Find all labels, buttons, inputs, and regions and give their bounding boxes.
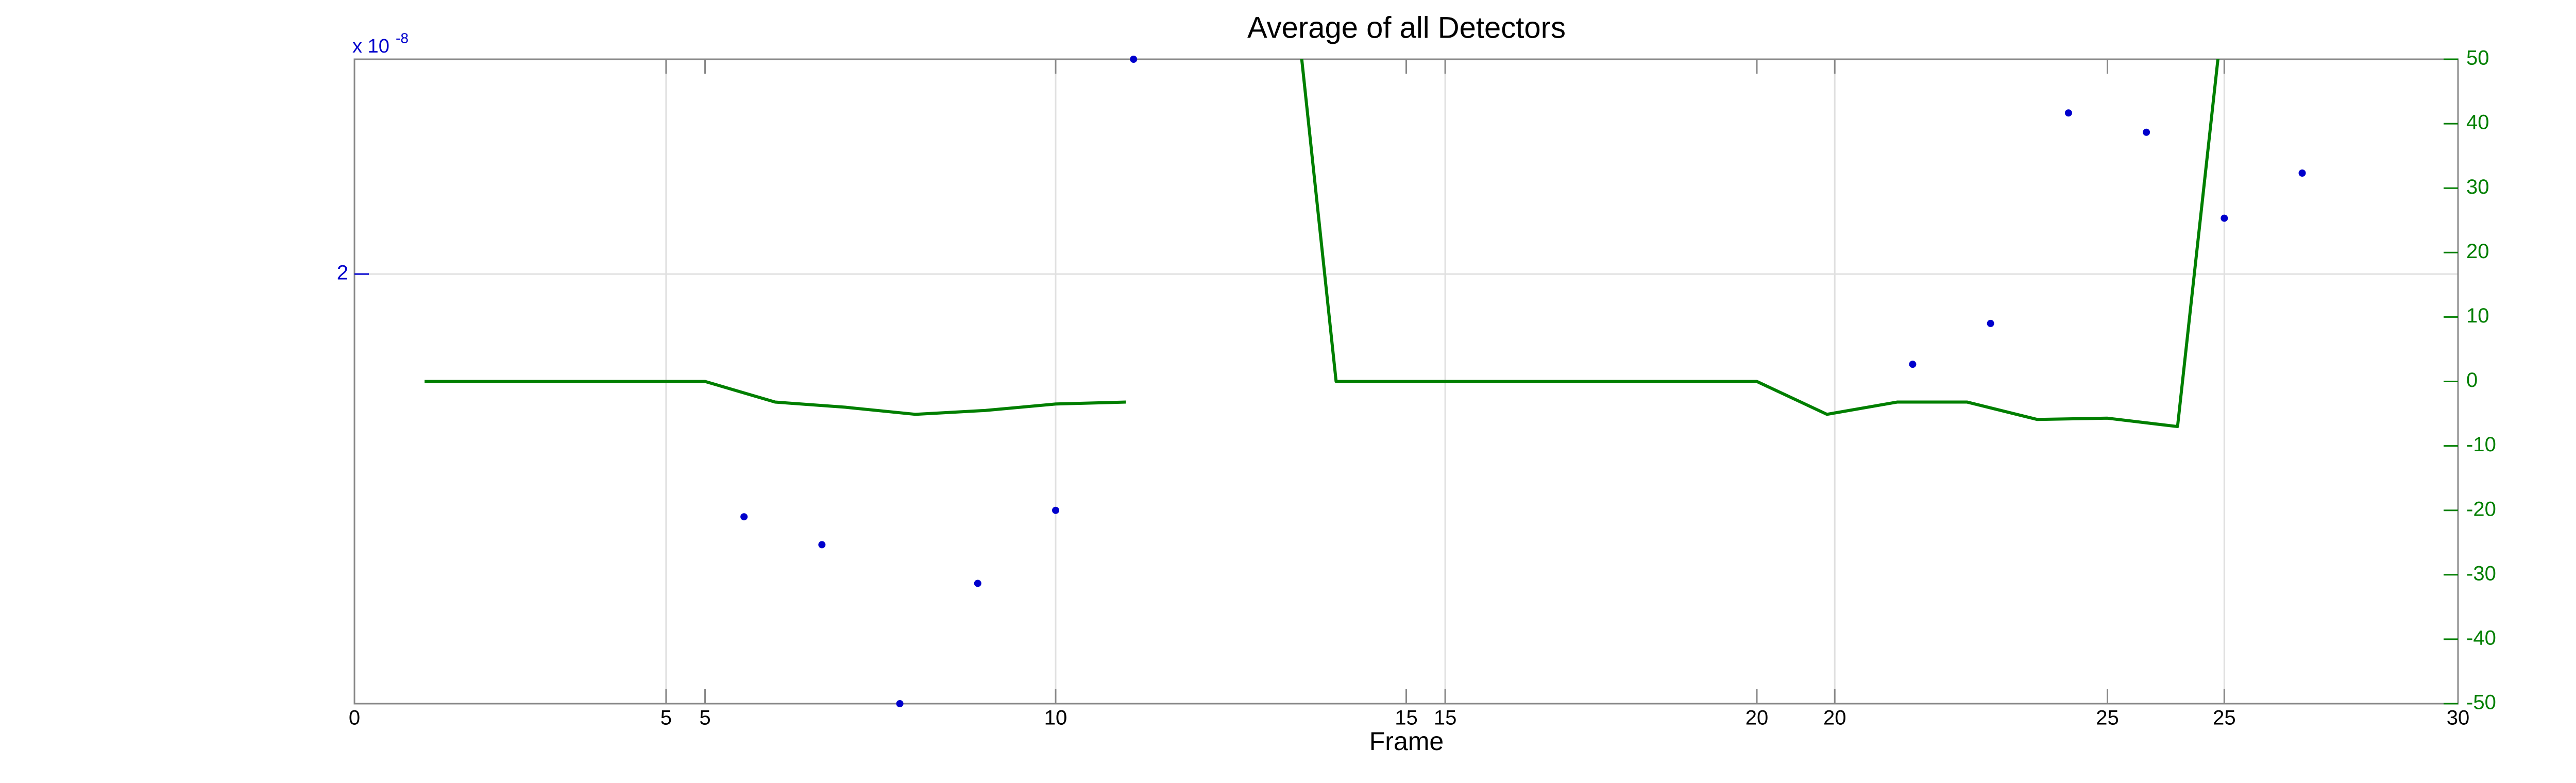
y2-tick-label: 40 — [2466, 111, 2489, 134]
x-tick-label: 5 — [699, 707, 710, 729]
scatter-point — [2298, 169, 2306, 177]
x-tick-label: 25 — [2096, 707, 2119, 729]
y2-tick-label: -30 — [2466, 562, 2496, 585]
y2-tick-label: -50 — [2466, 691, 2496, 714]
scatter-point — [2143, 128, 2150, 136]
scatter-point — [974, 580, 981, 587]
y2-tick-label: 30 — [2466, 176, 2489, 198]
scatter-point — [2064, 109, 2072, 117]
x2-tick-label: 15 — [1434, 707, 1457, 729]
x-tick-label: 15 — [1395, 707, 1418, 729]
scatter-point — [1987, 319, 1994, 327]
y-tick-label: 2 — [337, 262, 348, 284]
y-scale-label: x 10 — [352, 36, 389, 57]
x-tick-label: 10 — [1044, 707, 1067, 729]
plot-layer — [425, 59, 2219, 429]
scatter-point — [2221, 214, 2228, 222]
x-tick-label: 20 — [1745, 707, 1769, 729]
x-axis-label: Frame — [1369, 727, 1444, 756]
x2-tick-label: 20 — [1823, 707, 1846, 729]
y2-tick-label: 0 — [2466, 369, 2478, 392]
x-tick-label: 30 — [2447, 707, 2470, 729]
y2-tick-label: 10 — [2466, 304, 2489, 327]
scatter-point — [896, 700, 904, 707]
scatter-point — [818, 541, 826, 549]
scatter-point — [740, 513, 748, 521]
y2-tick-label: -40 — [2466, 626, 2496, 649]
chart-title: Average of all Detectors — [1247, 11, 1566, 44]
y2-tick-label: 50 — [2466, 47, 2489, 70]
x2-tick-label: 25 — [2213, 707, 2236, 729]
y2-tick-label: 20 — [2466, 240, 2489, 263]
scatter-point — [1052, 506, 1059, 514]
scatter-point — [1909, 361, 1917, 368]
x-tick-label: 0 — [349, 707, 360, 729]
y2-tick-label: -20 — [2466, 498, 2496, 520]
y-scale-exponent: -8 — [396, 30, 409, 46]
y2-tick-label: -10 — [2466, 433, 2496, 456]
x2-tick-label: 5 — [660, 707, 672, 729]
x2-tick-label: 10 — [1044, 707, 1067, 729]
scatter-point — [1130, 56, 1138, 63]
line-series — [425, 59, 2219, 429]
